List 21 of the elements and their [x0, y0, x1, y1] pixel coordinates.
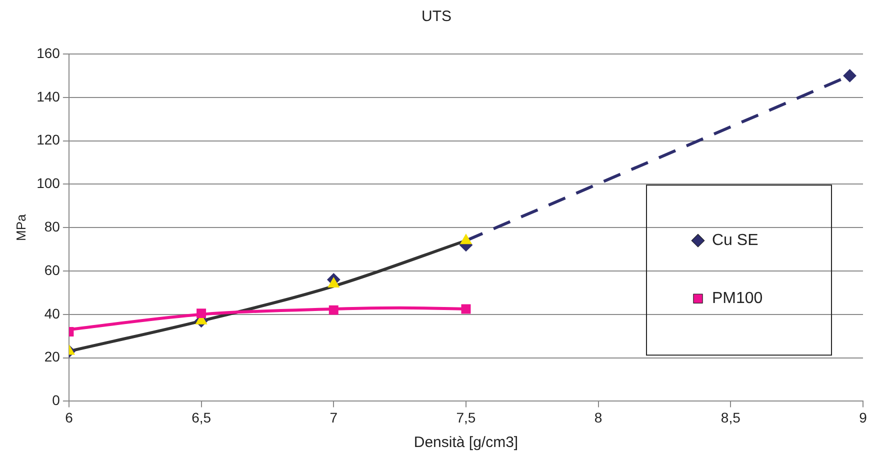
y-tick-label: 120 — [36, 132, 60, 148]
legend-label: Cu SE — [712, 232, 758, 250]
y-tick-label: 20 — [44, 348, 60, 365]
y-tick-label: 0 — [52, 392, 60, 408]
y-tick-label: 100 — [36, 175, 60, 192]
y-tick-label: 140 — [36, 88, 60, 104]
x-axis-title: Densità [g/cm3] — [414, 434, 518, 452]
legend-label: PM100 — [712, 290, 763, 308]
y-tick-label: 60 — [44, 262, 60, 278]
y-tick-label: 80 — [44, 218, 60, 234]
y-tick-label: 40 — [44, 305, 60, 322]
x-tick-label: 8,5 — [720, 409, 741, 426]
y-tick-label: 160 — [36, 44, 60, 61]
x-tick-label: 6 — [65, 409, 74, 426]
y-axis-title: MPa — [13, 213, 28, 241]
x-tick-label: 8 — [594, 409, 602, 426]
x-tick-label: 7,5 — [456, 409, 476, 426]
x-tick-label: 6,5 — [192, 409, 212, 426]
x-tick-label: 9 — [859, 409, 868, 426]
chart-title: UTS — [422, 8, 452, 26]
x-tick-label: 7 — [330, 409, 338, 426]
